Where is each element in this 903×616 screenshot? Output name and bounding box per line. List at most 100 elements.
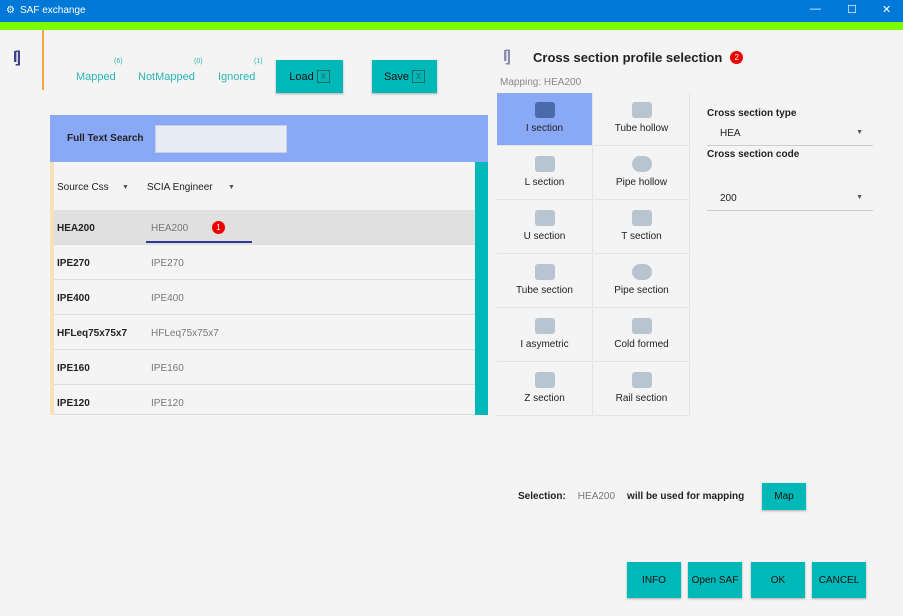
section-tile-tube-hollow[interactable]: Tube hollow [594,93,690,146]
z-section-icon [534,372,555,388]
table-row[interactable]: IPE120 IPE120 [54,385,475,415]
cross-section-code-dropdown[interactable]: 200 ▼ [707,187,873,211]
scia-cell[interactable]: IPE160 [151,363,184,374]
table-row[interactable]: HFLeq75x75x7 HFLeq75x75x7 [54,315,475,350]
tab-notmapped[interactable]: NotMapped [138,71,195,83]
selection-value: HEA200 [577,491,616,502]
load-label: Load [289,70,314,83]
cancel-button[interactable]: CANCEL [812,562,866,598]
source-cell: HFLeq75x75x7 [57,328,128,339]
notmapped-count: (0) [194,58,203,65]
save-button[interactable]: Save X [372,60,437,93]
dropdown-value: 200 [720,193,737,204]
tile-label: L section [524,177,565,188]
title-bar: ⚙ SAF exchange — ☐ ✕ [0,0,903,22]
scia-cell[interactable]: IPE270 [151,258,184,269]
section-grid: I section Tube hollow L section Pipe hol… [497,93,691,416]
source-cell: IPE160 [57,363,90,374]
minimize-button[interactable]: — [810,3,821,15]
section-tile-u[interactable]: U section [497,201,593,254]
section-tile-tube[interactable]: Tube section [497,255,593,308]
u-section-icon [534,210,555,226]
info-button[interactable]: INFO [627,562,681,598]
divider [42,30,44,90]
source-cell: IPE400 [57,293,90,304]
accent-bar [0,22,903,30]
selection-label: Selection: [518,491,566,502]
section-tile-i[interactable]: I section [497,93,593,146]
app-icon: ⚙ [6,5,15,16]
scia-cell[interactable]: HFLeq75x75x7 [151,328,219,339]
section-tile-l[interactable]: L section [497,147,593,200]
mapping-label: Mapping: HEA200 [500,77,582,88]
tab-ignored[interactable]: Ignored [218,71,256,83]
selection-line: Selection: HEA200 will be used for mappi… [518,491,744,502]
window-title: SAF exchange [20,5,86,16]
save-label: Save [383,70,410,83]
tab-mapped[interactable]: Mapped [76,71,116,83]
section-tile-i-asymetric[interactable]: I asymetric [497,309,593,362]
scrollbar[interactable] [475,162,488,415]
rail-section-icon [631,372,652,388]
filter-icon[interactable]: ▼ [228,184,235,191]
tile-label: U section [523,231,566,242]
mapped-count: (6) [114,58,123,65]
tile-label: T section [621,231,662,242]
tube-hollow-icon [631,102,652,118]
close-button[interactable]: ✕ [882,4,892,16]
cross-section-type-dropdown[interactable]: HEA ▼ [707,122,873,146]
column-header-source[interactable]: Source Css [57,182,109,193]
pipe-section-icon [631,264,652,280]
tile-label: I asymetric [520,339,569,350]
panel-title: Cross section profile selection [533,50,723,65]
load-button[interactable]: Load X [276,60,343,93]
section-tile-pipe-hollow[interactable]: Pipe hollow [594,147,690,200]
tube-section-icon [534,264,555,280]
tile-label: I section [525,123,564,134]
pipe-hollow-icon [631,156,652,172]
table-row[interactable]: IPE400 IPE400 [54,280,475,315]
maximize-button[interactable]: ☐ [847,4,857,16]
ignored-count: (1) [254,58,263,65]
tile-label: Cold formed [614,339,669,350]
source-cell: IPE120 [57,398,90,409]
filter-icon[interactable]: ▼ [122,184,129,191]
scia-cell[interactable]: IPE120 [151,398,184,409]
excel-icon: X [412,70,426,83]
cross-section-type-label: Cross section type [707,108,797,119]
i-section-icon [534,102,555,118]
app-logo-icon: I] [13,49,21,66]
section-tile-z[interactable]: Z section [497,363,593,416]
selection-suffix: will be used for mapping [627,491,745,502]
scia-cell[interactable]: HEA200 [151,223,189,234]
tile-label: Rail section [615,393,668,404]
i-asymetric-icon [534,318,555,334]
table-row[interactable]: IPE160 IPE160 [54,350,475,385]
dropdown-value: HEA [720,128,741,139]
search-input[interactable] [155,125,287,153]
tile-label: Pipe hollow [615,177,668,188]
table-row[interactable]: HEA200 HEA200 1 [54,210,475,245]
open-saf-button[interactable]: Open SAF [688,562,742,598]
cross-section-code-label: Cross section code [707,149,800,160]
step-badge: 1 [212,221,225,234]
tile-label: Tube hollow [614,123,669,134]
table-row[interactable]: IPE270 IPE270 [54,245,475,280]
chevron-down-icon: ▼ [856,194,863,201]
section-logo-icon: I] [503,48,511,65]
excel-icon: X [316,70,330,83]
source-cell: HEA200 [57,223,95,234]
source-cell: IPE270 [57,258,90,269]
map-button[interactable]: Map [762,483,806,510]
section-tile-pipe[interactable]: Pipe section [594,255,690,308]
ok-button[interactable]: OK [751,562,805,598]
l-section-icon [534,156,555,172]
section-tile-t[interactable]: T section [594,201,690,254]
section-tile-cold-formed[interactable]: Cold formed [594,309,690,362]
search-bar: Full Text Search [50,115,488,162]
section-tile-rail[interactable]: Rail section [594,363,690,416]
column-header-scia[interactable]: SCIA Engineer [147,182,213,193]
scia-cell[interactable]: IPE400 [151,293,184,304]
panel-header: Cross section profile selection 2 [533,50,744,65]
search-label: Full Text Search [67,133,144,144]
